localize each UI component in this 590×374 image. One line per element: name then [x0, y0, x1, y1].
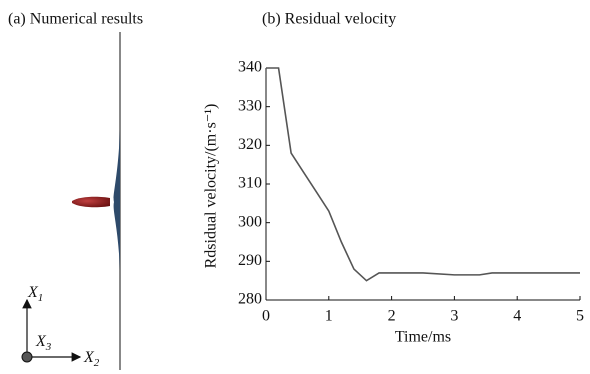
data-line	[266, 68, 580, 281]
figure: (a) Numerical results X1 X2 X3 (b) Resid…	[0, 0, 590, 374]
x-axis-label: Time/ms	[395, 329, 451, 346]
x-tick-label: 5	[576, 308, 584, 325]
axis-label: X1	[27, 284, 43, 304]
x-tick-label: 1	[325, 308, 333, 325]
y-tick-label: 330	[238, 97, 262, 114]
y-tick-label: 300	[238, 213, 262, 230]
axis-label: X3	[35, 333, 52, 353]
plate-deformation	[114, 130, 120, 270]
panel-a-title: (a) Numerical results	[8, 11, 143, 28]
y-tick-label: 290	[238, 252, 262, 269]
y-tick-label: 340	[238, 59, 262, 76]
x-tick-label: 3	[450, 308, 458, 325]
axis-origin	[22, 352, 32, 362]
y-tick-label: 280	[238, 291, 262, 308]
y-axis-label: Rdsidual velocity/(m·s⁻¹)	[203, 104, 220, 269]
axis-label: X2	[83, 349, 100, 369]
x-tick-label: 2	[388, 308, 396, 325]
x-tick-label: 0	[262, 308, 270, 325]
y-tick-label: 320	[238, 136, 262, 153]
chart-title: (b) Residual velocity	[262, 11, 396, 28]
projectile	[72, 197, 110, 207]
y-tick-label: 310	[238, 175, 262, 192]
x-tick-label: 4	[513, 308, 521, 325]
